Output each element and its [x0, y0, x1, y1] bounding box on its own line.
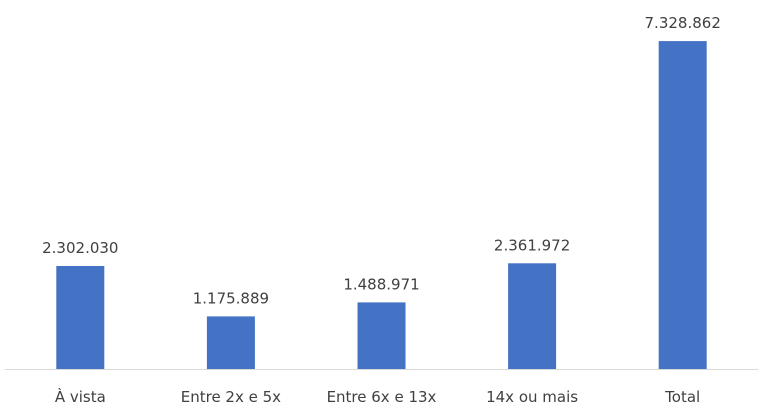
bar-2 — [357, 302, 406, 369]
bars-group — [56, 41, 707, 369]
bar-3 — [508, 263, 557, 369]
data-label-2: 1.488.971 — [343, 275, 419, 293]
category-label-2: Entre 6x e 13x — [327, 388, 437, 406]
category-label-4: Total — [664, 388, 700, 406]
data-label-1: 1.175.889 — [193, 289, 269, 307]
bar-1 — [206, 316, 255, 369]
category-label-3: 14x ou mais — [486, 388, 578, 406]
bar-0 — [56, 266, 105, 369]
category-label-0: À vista — [55, 387, 106, 406]
data-label-0: 2.302.030 — [42, 239, 118, 257]
data-labels-group: 2.302.030 1.175.889 1.488.971 2.361.972 7.32… — [42, 14, 721, 307]
category-label-1: Entre 2x e 5x — [181, 388, 281, 406]
data-label-4: 7.328.862 — [645, 14, 721, 32]
data-label-3: 2.361.972 — [494, 236, 570, 254]
bar-4 — [658, 41, 707, 369]
category-labels-group: À vista Entre 2x e 5x Entre 6x e 13x 14x ou… — [55, 387, 700, 406]
